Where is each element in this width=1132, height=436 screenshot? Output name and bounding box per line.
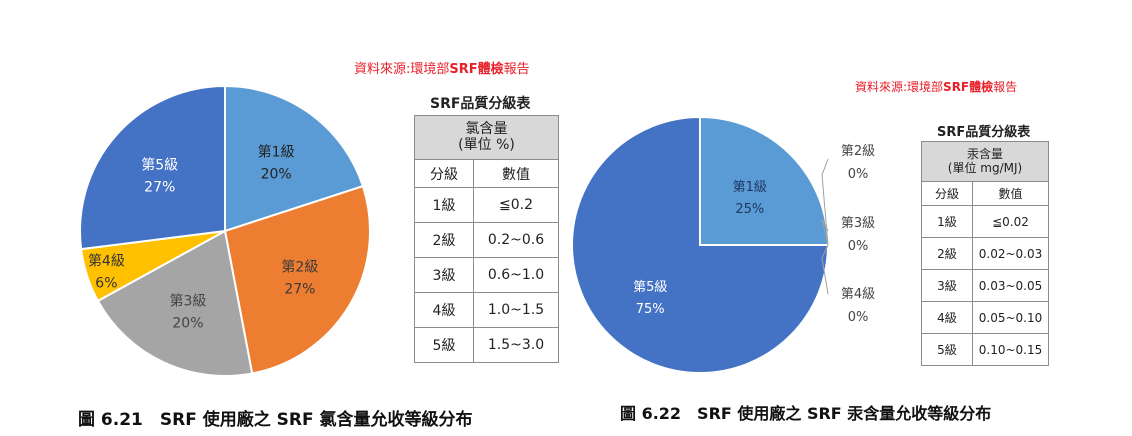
pie-label-grade-3: 第3級 xyxy=(841,216,875,231)
mercury-grade-table: 汞含量 (單位 mg/MJ) 分級 數值 1級 ≦0.02 2級 0.02~0.03… xyxy=(921,141,1049,366)
pie-value-grade-5: 75% xyxy=(636,302,665,317)
mercury-pie-chart: 第1級 25% 第5級 75% 第2級 0% 第3級 0% 第4級 0% xyxy=(571,115,875,374)
pie-slice-grade-2 xyxy=(223,184,371,375)
pie-label-grade-3: 第3級 xyxy=(169,293,206,310)
col-grade-header: 分級 xyxy=(921,181,973,206)
pie-slice-grade-1 xyxy=(224,84,365,233)
left-figure-caption: 圖 6.21 SRF 使用廠之 SRF 氯含量允收等級分布 xyxy=(78,410,473,430)
pie-label-grade-2: 第2級 xyxy=(841,144,875,159)
pie-label-grade-4: 第4級 xyxy=(88,253,125,270)
table-row: 2級 0.02~0.03 xyxy=(921,237,1049,270)
table-head: 氯含量 (單位 %) xyxy=(414,115,559,160)
pie-slice-grade-3 xyxy=(96,229,254,377)
pie-value-grade-3: 0% xyxy=(848,239,869,254)
table-head: 汞含量 (單位 mg/MJ) xyxy=(921,141,1049,182)
leader-line-grade-2 xyxy=(821,158,829,246)
pie-label-grade-1: 第1級 xyxy=(733,180,767,195)
left-table-title: SRF品質分級表 xyxy=(430,96,531,112)
table-row: 1級 ≦0.02 xyxy=(921,205,1049,238)
table-row: 5級 0.10~0.15 xyxy=(921,333,1049,366)
pie-slice-grade-5 xyxy=(79,84,226,251)
right-source-note: 資料來源:環境部SRF體檢報告 xyxy=(855,80,1018,94)
pie-label-grade-2: 第2級 xyxy=(281,258,318,275)
pie-value-grade-3: 20% xyxy=(172,316,203,332)
col-value-header: 數值 xyxy=(473,159,559,188)
pie-value-grade-4: 0% xyxy=(848,310,869,325)
chlorine-pie-chart: 第1級 20% 第2級 27% 第3級 20% 第4級 6% 第5級 27% xyxy=(79,84,371,377)
left-source-note: 資料來源:環境部SRF體檢報告 xyxy=(354,62,530,77)
pie-value-grade-1: 25% xyxy=(735,202,764,217)
pie-label-grade-5: 第5級 xyxy=(141,156,178,173)
pie-value-grade-1: 20% xyxy=(261,167,292,183)
table-row: 3級 0.03~0.05 xyxy=(921,269,1049,302)
col-grade-header: 分級 xyxy=(414,159,474,188)
pie-label-grade-4: 第4級 xyxy=(841,287,875,302)
table-row: 2級 0.2~0.6 xyxy=(414,222,559,258)
table-row: 5級 1.5~3.0 xyxy=(414,327,559,363)
right-figure-caption: 圖 6.22 SRF 使用廠之 SRF 汞含量允收等級分布 xyxy=(620,404,992,423)
right-table-title: SRF品質分級表 xyxy=(937,125,1031,140)
table-row: 1級 ≦0.2 xyxy=(414,187,559,223)
leader-line-grade-4 xyxy=(821,244,829,295)
pie-value-grade-2: 27% xyxy=(284,281,315,297)
leader-line-grade-3 xyxy=(821,218,829,246)
pie-value-grade-4: 6% xyxy=(95,276,117,292)
pie-slice-grade-5 xyxy=(571,115,830,374)
chlorine-grade-table: 氯含量 (單位 %) 分級 數值 1級 ≦0.2 2級 0.2~0.6 3級 0.6~… xyxy=(414,115,559,363)
pie-value-grade-2: 0% xyxy=(848,167,869,182)
pie-value-grade-5: 27% xyxy=(144,179,175,195)
table-row: 4級 1.0~1.5 xyxy=(414,292,559,328)
pie-label-grade-5: 第5級 xyxy=(633,280,667,295)
table-row: 3級 0.6~1.0 xyxy=(414,257,559,293)
table-row: 4級 0.05~0.10 xyxy=(921,301,1049,334)
pie-label-grade-1: 第1級 xyxy=(258,144,295,161)
col-value-header: 數值 xyxy=(972,181,1049,206)
